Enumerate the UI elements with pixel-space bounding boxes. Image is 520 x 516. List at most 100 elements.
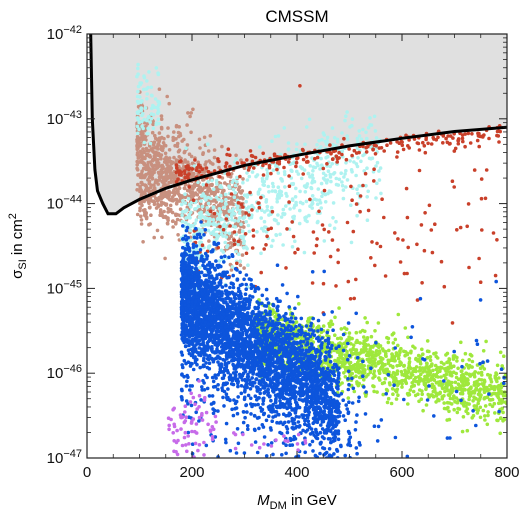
data-point <box>136 66 140 71</box>
data-point <box>161 141 166 145</box>
data-point <box>346 279 351 284</box>
data-point <box>395 353 399 358</box>
data-point <box>237 300 242 305</box>
data-point <box>301 201 305 206</box>
data-point <box>342 175 346 179</box>
data-point <box>372 179 376 183</box>
data-point <box>488 375 492 380</box>
data-point <box>281 207 286 212</box>
data-point <box>416 141 421 146</box>
data-point <box>138 206 142 210</box>
data-point <box>178 207 183 211</box>
data-point <box>159 114 164 118</box>
data-point <box>198 189 203 194</box>
data-point <box>262 183 267 187</box>
data-point <box>148 141 153 146</box>
data-point <box>486 413 490 418</box>
data-point <box>368 116 372 120</box>
data-point <box>449 387 454 391</box>
data-point <box>342 365 347 369</box>
data-point <box>286 147 291 151</box>
data-point <box>344 185 348 189</box>
data-point <box>276 213 280 217</box>
data-point <box>364 347 368 352</box>
data-point <box>189 200 194 205</box>
data-point <box>430 374 434 379</box>
data-point <box>200 243 205 247</box>
data-point <box>377 345 381 350</box>
data-point <box>391 341 396 345</box>
data-point <box>218 210 223 214</box>
data-point <box>493 411 497 415</box>
data-point <box>156 99 160 104</box>
data-point <box>476 371 481 375</box>
data-point <box>355 164 360 169</box>
data-point <box>270 139 274 143</box>
data-point <box>298 84 302 88</box>
data-point <box>144 138 148 142</box>
data-point <box>344 157 349 162</box>
data-point <box>358 330 363 334</box>
data-point <box>322 227 327 232</box>
data-point <box>299 316 304 321</box>
data-point <box>171 225 175 229</box>
data-point <box>155 228 160 233</box>
data-point <box>344 114 348 118</box>
data-point <box>445 351 450 356</box>
data-point <box>443 386 448 390</box>
data-point <box>296 172 301 176</box>
data-point <box>268 316 273 321</box>
data-point <box>385 143 389 147</box>
data-point <box>188 228 193 233</box>
data-point <box>192 171 196 176</box>
data-point <box>167 191 172 196</box>
data-point <box>278 232 282 237</box>
data-point <box>340 180 344 184</box>
data-point <box>279 193 284 198</box>
data-point <box>345 137 350 142</box>
data-point <box>142 140 147 145</box>
data-point <box>139 153 144 158</box>
data-point <box>339 327 344 331</box>
data-point <box>232 230 237 234</box>
data-point <box>182 137 186 142</box>
data-point <box>141 166 146 171</box>
data-point <box>316 163 320 168</box>
data-point <box>153 180 158 185</box>
data-point <box>350 123 354 128</box>
data-point <box>409 349 413 354</box>
data-point <box>372 389 376 394</box>
data-point <box>276 192 280 197</box>
data-point <box>198 146 202 150</box>
data-point <box>346 396 351 400</box>
data-point <box>375 160 380 165</box>
data-point <box>154 66 159 70</box>
data-point <box>475 138 480 143</box>
data-point <box>459 373 464 378</box>
data-point <box>205 206 209 210</box>
data-point <box>163 256 167 261</box>
data-point <box>151 113 156 117</box>
data-point <box>242 215 247 220</box>
data-point <box>169 176 173 180</box>
data-point <box>270 209 275 214</box>
data-point <box>411 344 415 349</box>
data-point <box>464 371 468 376</box>
data-point <box>208 209 213 214</box>
data-point <box>174 222 178 226</box>
data-point <box>328 354 332 359</box>
data-point <box>365 136 369 141</box>
data-point <box>178 193 182 198</box>
data-point <box>232 242 237 246</box>
data-point <box>327 349 332 354</box>
data-point <box>172 137 176 142</box>
data-point <box>233 191 238 195</box>
data-point <box>243 193 247 197</box>
data-point <box>240 210 245 214</box>
data-point <box>337 156 341 160</box>
data-point <box>179 159 183 163</box>
data-point <box>391 356 396 361</box>
data-point <box>307 117 312 122</box>
data-point <box>173 143 177 148</box>
data-point <box>451 357 456 361</box>
